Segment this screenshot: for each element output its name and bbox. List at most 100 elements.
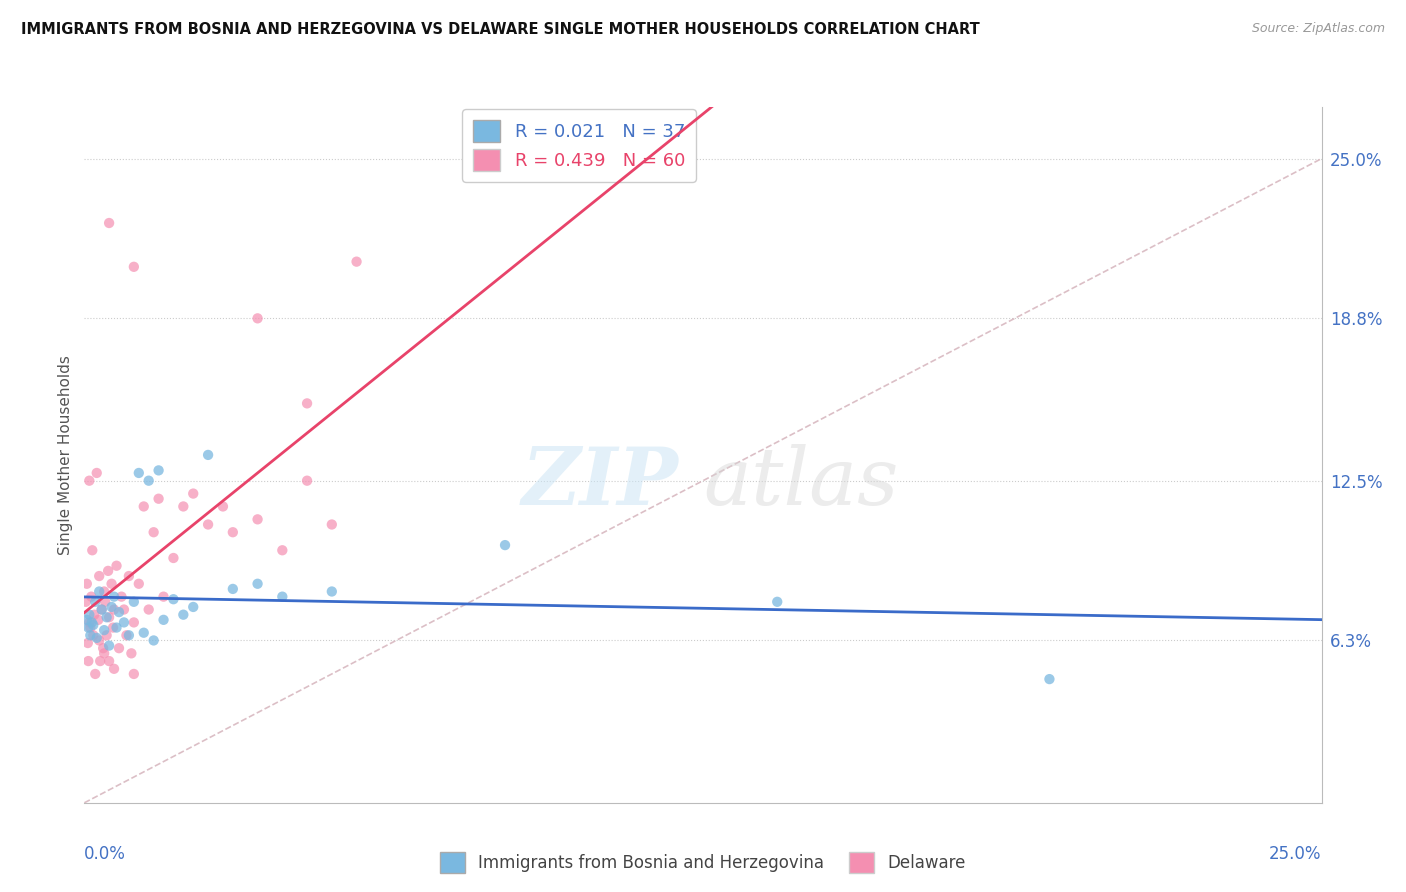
Point xyxy=(98,216,121,230)
Point xyxy=(122,595,145,609)
Point xyxy=(98,654,121,668)
Point xyxy=(128,466,150,480)
Point xyxy=(246,512,269,526)
Point xyxy=(105,558,128,573)
Point xyxy=(77,654,100,668)
Point xyxy=(212,500,235,514)
Text: IMMIGRANTS FROM BOSNIA AND HERZEGOVINA VS DELAWARE SINGLE MOTHER HOUSEHOLDS CORR: IMMIGRANTS FROM BOSNIA AND HERZEGOVINA V… xyxy=(21,22,980,37)
Point xyxy=(142,633,165,648)
Legend: Immigrants from Bosnia and Herzegovina, Delaware: Immigrants from Bosnia and Herzegovina, … xyxy=(433,846,973,880)
Point xyxy=(181,486,204,500)
Point xyxy=(295,396,318,410)
Point xyxy=(118,628,141,642)
Point xyxy=(162,592,184,607)
Point xyxy=(93,623,115,637)
Point xyxy=(222,525,245,540)
Point xyxy=(132,625,155,640)
Point xyxy=(97,564,120,578)
Point xyxy=(271,590,294,604)
Point xyxy=(246,576,269,591)
Point xyxy=(162,551,184,566)
Point xyxy=(101,621,124,635)
Point xyxy=(122,260,145,274)
Point xyxy=(89,633,111,648)
Point xyxy=(172,500,194,514)
Point xyxy=(120,646,142,660)
Point xyxy=(90,602,112,616)
Point xyxy=(82,618,104,632)
Point xyxy=(100,576,122,591)
Point xyxy=(89,569,111,583)
Text: 0.0%: 0.0% xyxy=(84,845,127,863)
Point xyxy=(96,610,118,624)
Point xyxy=(122,667,145,681)
Point xyxy=(75,595,97,609)
Point xyxy=(79,607,101,622)
Point xyxy=(84,667,107,681)
Point xyxy=(115,628,138,642)
Text: ZIP: ZIP xyxy=(522,444,678,522)
Point xyxy=(93,646,115,660)
Point xyxy=(80,590,103,604)
Point xyxy=(105,621,128,635)
Point xyxy=(152,613,174,627)
Point xyxy=(86,466,108,480)
Point xyxy=(96,628,118,642)
Point xyxy=(110,590,132,604)
Point xyxy=(87,613,110,627)
Y-axis label: Single Mother Households: Single Mother Households xyxy=(58,355,73,555)
Point xyxy=(222,582,245,596)
Point xyxy=(766,595,789,609)
Point xyxy=(346,254,368,268)
Point xyxy=(82,543,104,558)
Point xyxy=(90,602,112,616)
Point xyxy=(94,595,117,609)
Point xyxy=(100,599,122,614)
Point xyxy=(76,636,98,650)
Point xyxy=(112,615,135,630)
Point xyxy=(295,474,318,488)
Point xyxy=(138,474,160,488)
Point xyxy=(103,590,125,604)
Point xyxy=(246,311,269,326)
Point xyxy=(86,631,108,645)
Point xyxy=(181,599,204,614)
Point xyxy=(76,576,98,591)
Point xyxy=(197,517,219,532)
Point xyxy=(79,621,101,635)
Point xyxy=(172,607,194,622)
Point xyxy=(79,628,101,642)
Point xyxy=(112,602,135,616)
Point xyxy=(271,543,294,558)
Point xyxy=(142,525,165,540)
Point xyxy=(118,569,141,583)
Point xyxy=(103,602,125,616)
Point xyxy=(152,590,174,604)
Legend: R = 0.021   N = 37, R = 0.439   N = 60: R = 0.021 N = 37, R = 0.439 N = 60 xyxy=(463,109,696,182)
Point xyxy=(79,474,101,488)
Point xyxy=(108,605,131,619)
Point xyxy=(93,584,115,599)
Point xyxy=(122,615,145,630)
Text: Source: ZipAtlas.com: Source: ZipAtlas.com xyxy=(1251,22,1385,36)
Point xyxy=(132,500,155,514)
Point xyxy=(80,615,103,630)
Point xyxy=(197,448,219,462)
Point xyxy=(128,576,150,591)
Point xyxy=(103,662,125,676)
Point xyxy=(89,584,111,599)
Point xyxy=(82,628,104,642)
Text: atlas: atlas xyxy=(703,444,898,522)
Point xyxy=(138,602,160,616)
Point xyxy=(321,517,343,532)
Point xyxy=(321,584,343,599)
Text: 25.0%: 25.0% xyxy=(1270,845,1322,863)
Point xyxy=(83,607,105,622)
Point xyxy=(84,595,107,609)
Point xyxy=(91,641,114,656)
Point xyxy=(98,639,121,653)
Point xyxy=(148,491,170,506)
Point xyxy=(77,621,100,635)
Point xyxy=(79,615,101,630)
Point xyxy=(108,641,131,656)
